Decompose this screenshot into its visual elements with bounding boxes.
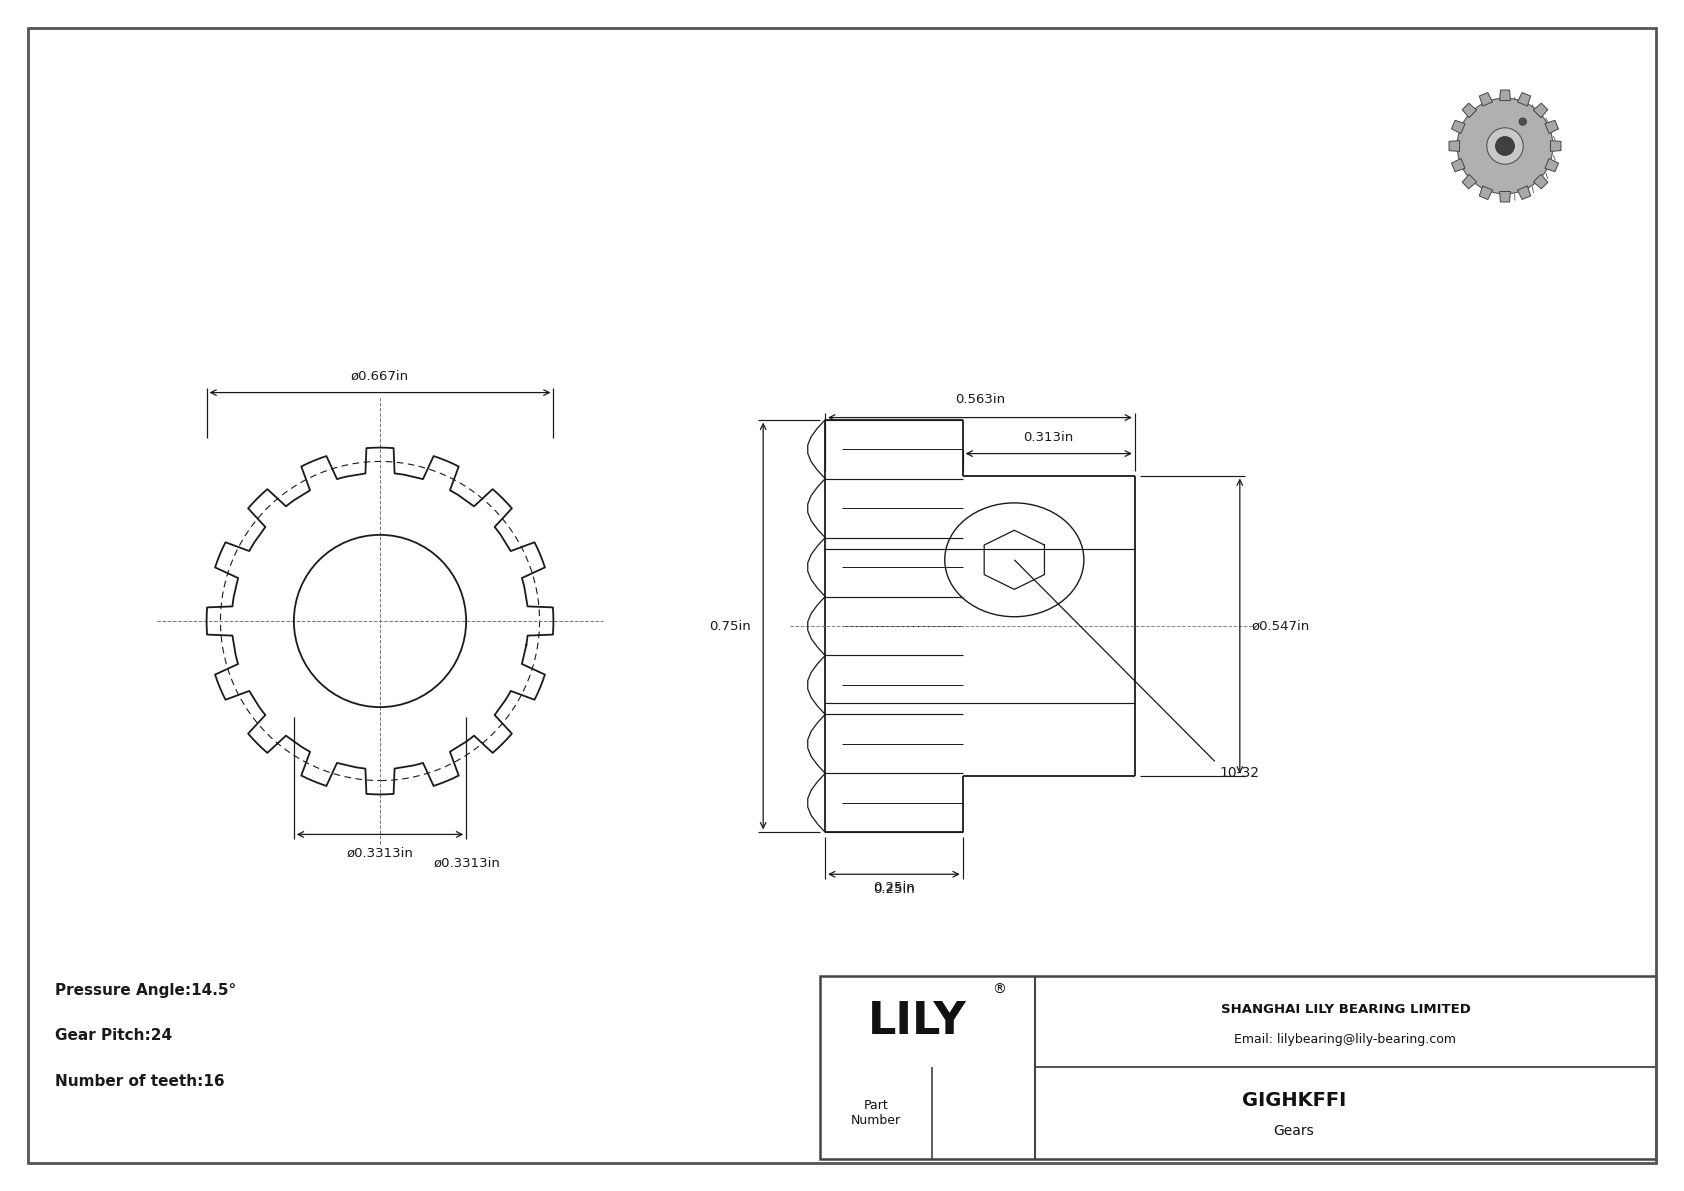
Polygon shape: [1479, 186, 1492, 199]
Circle shape: [1519, 118, 1526, 125]
Text: ø0.667in: ø0.667in: [350, 369, 409, 382]
Text: Number of teeth:16: Number of teeth:16: [56, 1073, 224, 1089]
Text: 0.25in: 0.25in: [872, 884, 914, 897]
Text: ø0.547in: ø0.547in: [1251, 619, 1310, 632]
Polygon shape: [1462, 174, 1477, 189]
Text: 0.313in: 0.313in: [1024, 431, 1074, 443]
Polygon shape: [1544, 120, 1558, 133]
Circle shape: [1487, 127, 1524, 164]
Polygon shape: [1452, 158, 1465, 172]
Polygon shape: [1534, 174, 1548, 189]
Text: 10-32: 10-32: [1219, 766, 1260, 780]
Text: Gear Pitch:24: Gear Pitch:24: [56, 1029, 172, 1043]
Text: SHANGHAI LILY BEARING LIMITED: SHANGHAI LILY BEARING LIMITED: [1221, 1003, 1470, 1016]
Polygon shape: [1544, 158, 1558, 172]
Bar: [820, 975, 1655, 1159]
Polygon shape: [1452, 120, 1465, 133]
Text: Email: lilybearing@lily-bearing.com: Email: lilybearing@lily-bearing.com: [1234, 1033, 1457, 1046]
Text: GIGHKFFI: GIGHKFFI: [1241, 1091, 1346, 1110]
Polygon shape: [1517, 93, 1531, 106]
Polygon shape: [1462, 104, 1477, 118]
Polygon shape: [1448, 141, 1460, 151]
Text: Gears: Gears: [1273, 1124, 1314, 1137]
Polygon shape: [1500, 192, 1511, 202]
Polygon shape: [1517, 186, 1531, 199]
Text: 0.25in: 0.25in: [872, 881, 914, 894]
Text: ø0.3313in: ø0.3313in: [347, 847, 414, 860]
Polygon shape: [1534, 104, 1548, 118]
Circle shape: [1495, 137, 1514, 155]
Text: Pressure Angle:14.5°: Pressure Angle:14.5°: [56, 984, 236, 998]
Text: LILY: LILY: [869, 1000, 967, 1043]
Text: ø0.3313in: ø0.3313in: [433, 856, 500, 869]
Text: 0.563in: 0.563in: [955, 393, 1005, 406]
Polygon shape: [1500, 91, 1511, 100]
Text: 0.75in: 0.75in: [709, 619, 751, 632]
Circle shape: [1457, 98, 1553, 194]
Polygon shape: [1479, 93, 1492, 106]
Text: Part
Number: Part Number: [850, 1099, 901, 1127]
Text: ®: ®: [992, 983, 1007, 997]
Polygon shape: [1551, 141, 1561, 151]
